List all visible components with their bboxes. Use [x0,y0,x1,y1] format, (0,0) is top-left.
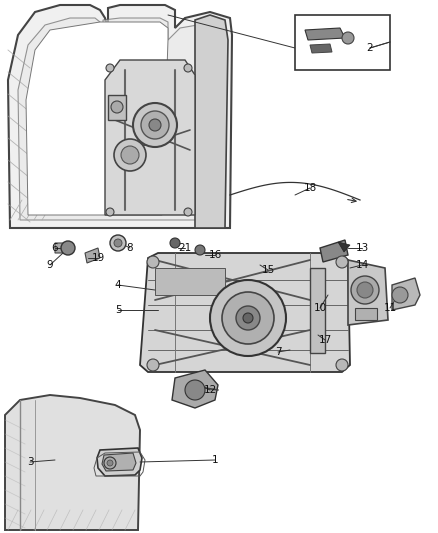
Circle shape [184,64,192,72]
Polygon shape [97,448,142,476]
Text: 1: 1 [212,455,218,465]
Polygon shape [338,242,350,252]
Circle shape [351,276,379,304]
Circle shape [141,111,169,139]
Text: 13: 13 [355,243,369,253]
Polygon shape [18,18,222,220]
Bar [310,268,325,353]
Polygon shape [305,28,345,40]
Circle shape [121,146,139,164]
Bar [108,95,126,120]
Text: 21: 21 [178,243,192,253]
Circle shape [110,235,126,251]
Circle shape [392,287,408,303]
Polygon shape [26,22,168,215]
Text: 4: 4 [115,280,121,290]
Text: 5: 5 [115,305,121,315]
Polygon shape [105,60,195,215]
Polygon shape [195,15,228,228]
Polygon shape [8,5,232,228]
Text: 6: 6 [52,243,58,253]
Polygon shape [140,253,350,372]
Circle shape [149,119,161,131]
Circle shape [185,380,205,400]
Circle shape [104,457,116,469]
Circle shape [342,32,354,44]
Circle shape [170,238,180,248]
Text: 19: 19 [92,253,105,263]
Circle shape [107,460,113,466]
Text: 14: 14 [355,260,369,270]
Text: 10: 10 [314,303,327,313]
Circle shape [147,256,159,268]
Circle shape [336,256,348,268]
Polygon shape [392,278,420,310]
Circle shape [133,103,177,147]
Polygon shape [5,395,140,530]
Circle shape [210,280,286,356]
Polygon shape [172,370,218,408]
Text: 17: 17 [318,335,332,345]
Circle shape [61,241,75,255]
Circle shape [195,245,205,255]
Bar [355,308,377,320]
Polygon shape [320,240,348,262]
Text: 9: 9 [47,260,53,270]
Circle shape [184,208,192,216]
Text: 12: 12 [203,385,217,395]
Circle shape [106,64,114,72]
Text: 16: 16 [208,250,222,260]
Circle shape [106,208,114,216]
Circle shape [243,313,253,323]
Text: 15: 15 [261,265,275,275]
Circle shape [111,101,123,113]
Text: 18: 18 [304,183,317,193]
Polygon shape [310,44,332,53]
Polygon shape [55,243,65,253]
Polygon shape [85,248,100,263]
Polygon shape [155,268,225,295]
Text: 3: 3 [27,457,33,467]
Polygon shape [348,260,388,325]
Text: 8: 8 [127,243,133,253]
Circle shape [336,359,348,371]
Circle shape [147,359,159,371]
Circle shape [114,139,146,171]
Circle shape [357,282,373,298]
Text: 7: 7 [275,347,281,357]
Polygon shape [102,453,136,471]
Circle shape [114,239,122,247]
Text: 2: 2 [367,43,373,53]
Text: 11: 11 [383,303,397,313]
Bar [295,15,390,70]
Circle shape [236,306,260,330]
Circle shape [222,292,274,344]
